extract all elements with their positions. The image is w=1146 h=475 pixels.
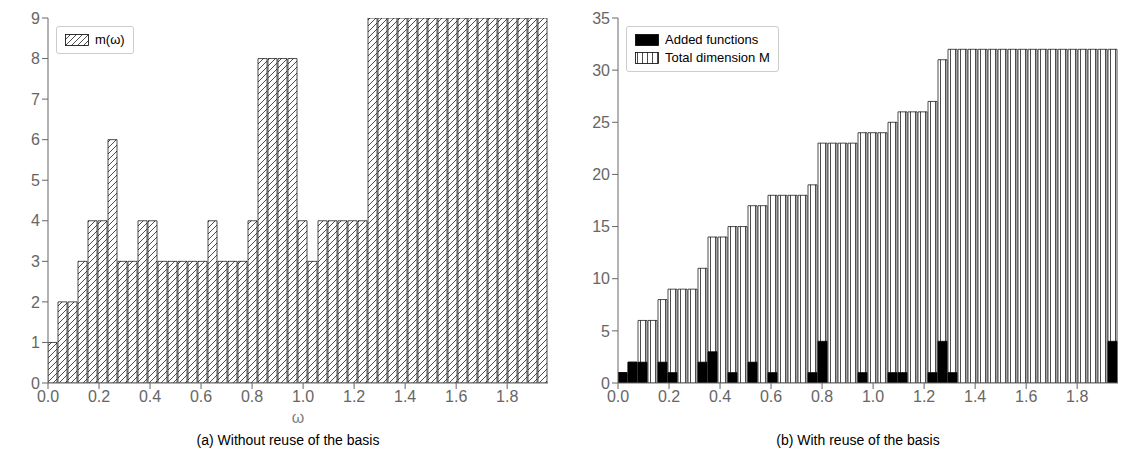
html-text:Added functions: Added functions bbox=[665, 32, 759, 47]
svg-text:0.2: 0.2 bbox=[658, 388, 680, 405]
svg-text:5: 5 bbox=[31, 172, 40, 189]
svg-text:8: 8 bbox=[31, 50, 40, 67]
svg-text:0.4: 0.4 bbox=[709, 388, 731, 405]
svg-text:0: 0 bbox=[601, 375, 610, 392]
svg-text:0.0: 0.0 bbox=[37, 388, 59, 405]
svg-text:0.4: 0.4 bbox=[139, 388, 161, 405]
svg-text:0.8: 0.8 bbox=[241, 388, 263, 405]
html-text:(a) Without reuse of the basis: (a) Without reuse of the basis bbox=[196, 432, 380, 448]
svg-text:1: 1 bbox=[31, 334, 40, 351]
svg-text:20: 20 bbox=[592, 166, 610, 183]
svg-text:35: 35 bbox=[592, 10, 610, 27]
svg-text:1.0: 1.0 bbox=[292, 388, 314, 405]
svg-text:6: 6 bbox=[31, 131, 40, 148]
svg-text:1.0: 1.0 bbox=[862, 388, 884, 405]
html-text:m(ω): m(ω) bbox=[95, 32, 125, 47]
svg-text:4: 4 bbox=[31, 212, 40, 229]
svg-text:3: 3 bbox=[31, 253, 40, 270]
svg-text:0.6: 0.6 bbox=[760, 388, 782, 405]
svg-text:30: 30 bbox=[592, 62, 610, 79]
svg-text:9: 9 bbox=[31, 10, 40, 27]
svg-text:1.2: 1.2 bbox=[913, 388, 935, 405]
svg-text:25: 25 bbox=[592, 114, 610, 131]
svg-text:5: 5 bbox=[601, 323, 610, 340]
svg-text:0.2: 0.2 bbox=[88, 388, 110, 405]
svg-text:15: 15 bbox=[592, 218, 610, 235]
html-text:(b) With reuse of the basis: (b) With reuse of the basis bbox=[776, 432, 940, 448]
svg-text:1.6: 1.6 bbox=[445, 388, 467, 405]
svg-text:0.8: 0.8 bbox=[811, 388, 833, 405]
html-text:Total dimension M: Total dimension M bbox=[665, 50, 770, 65]
svg-text:7: 7 bbox=[31, 91, 40, 108]
svg-text:2: 2 bbox=[31, 294, 40, 311]
svg-text:0: 0 bbox=[31, 375, 40, 392]
svg-text:ω: ω bbox=[292, 409, 305, 426]
svg-text:0.0: 0.0 bbox=[607, 388, 629, 405]
svg-text:1.4: 1.4 bbox=[964, 388, 986, 405]
svg-text:10: 10 bbox=[592, 270, 610, 287]
svg-text:1.4: 1.4 bbox=[394, 388, 416, 405]
svg-text:0.6: 0.6 bbox=[190, 388, 212, 405]
svg-text:1.6: 1.6 bbox=[1015, 388, 1037, 405]
svg-text:1.8: 1.8 bbox=[496, 388, 518, 405]
svg-text:1.8: 1.8 bbox=[1066, 388, 1088, 405]
svg-text:1.2: 1.2 bbox=[343, 388, 365, 405]
